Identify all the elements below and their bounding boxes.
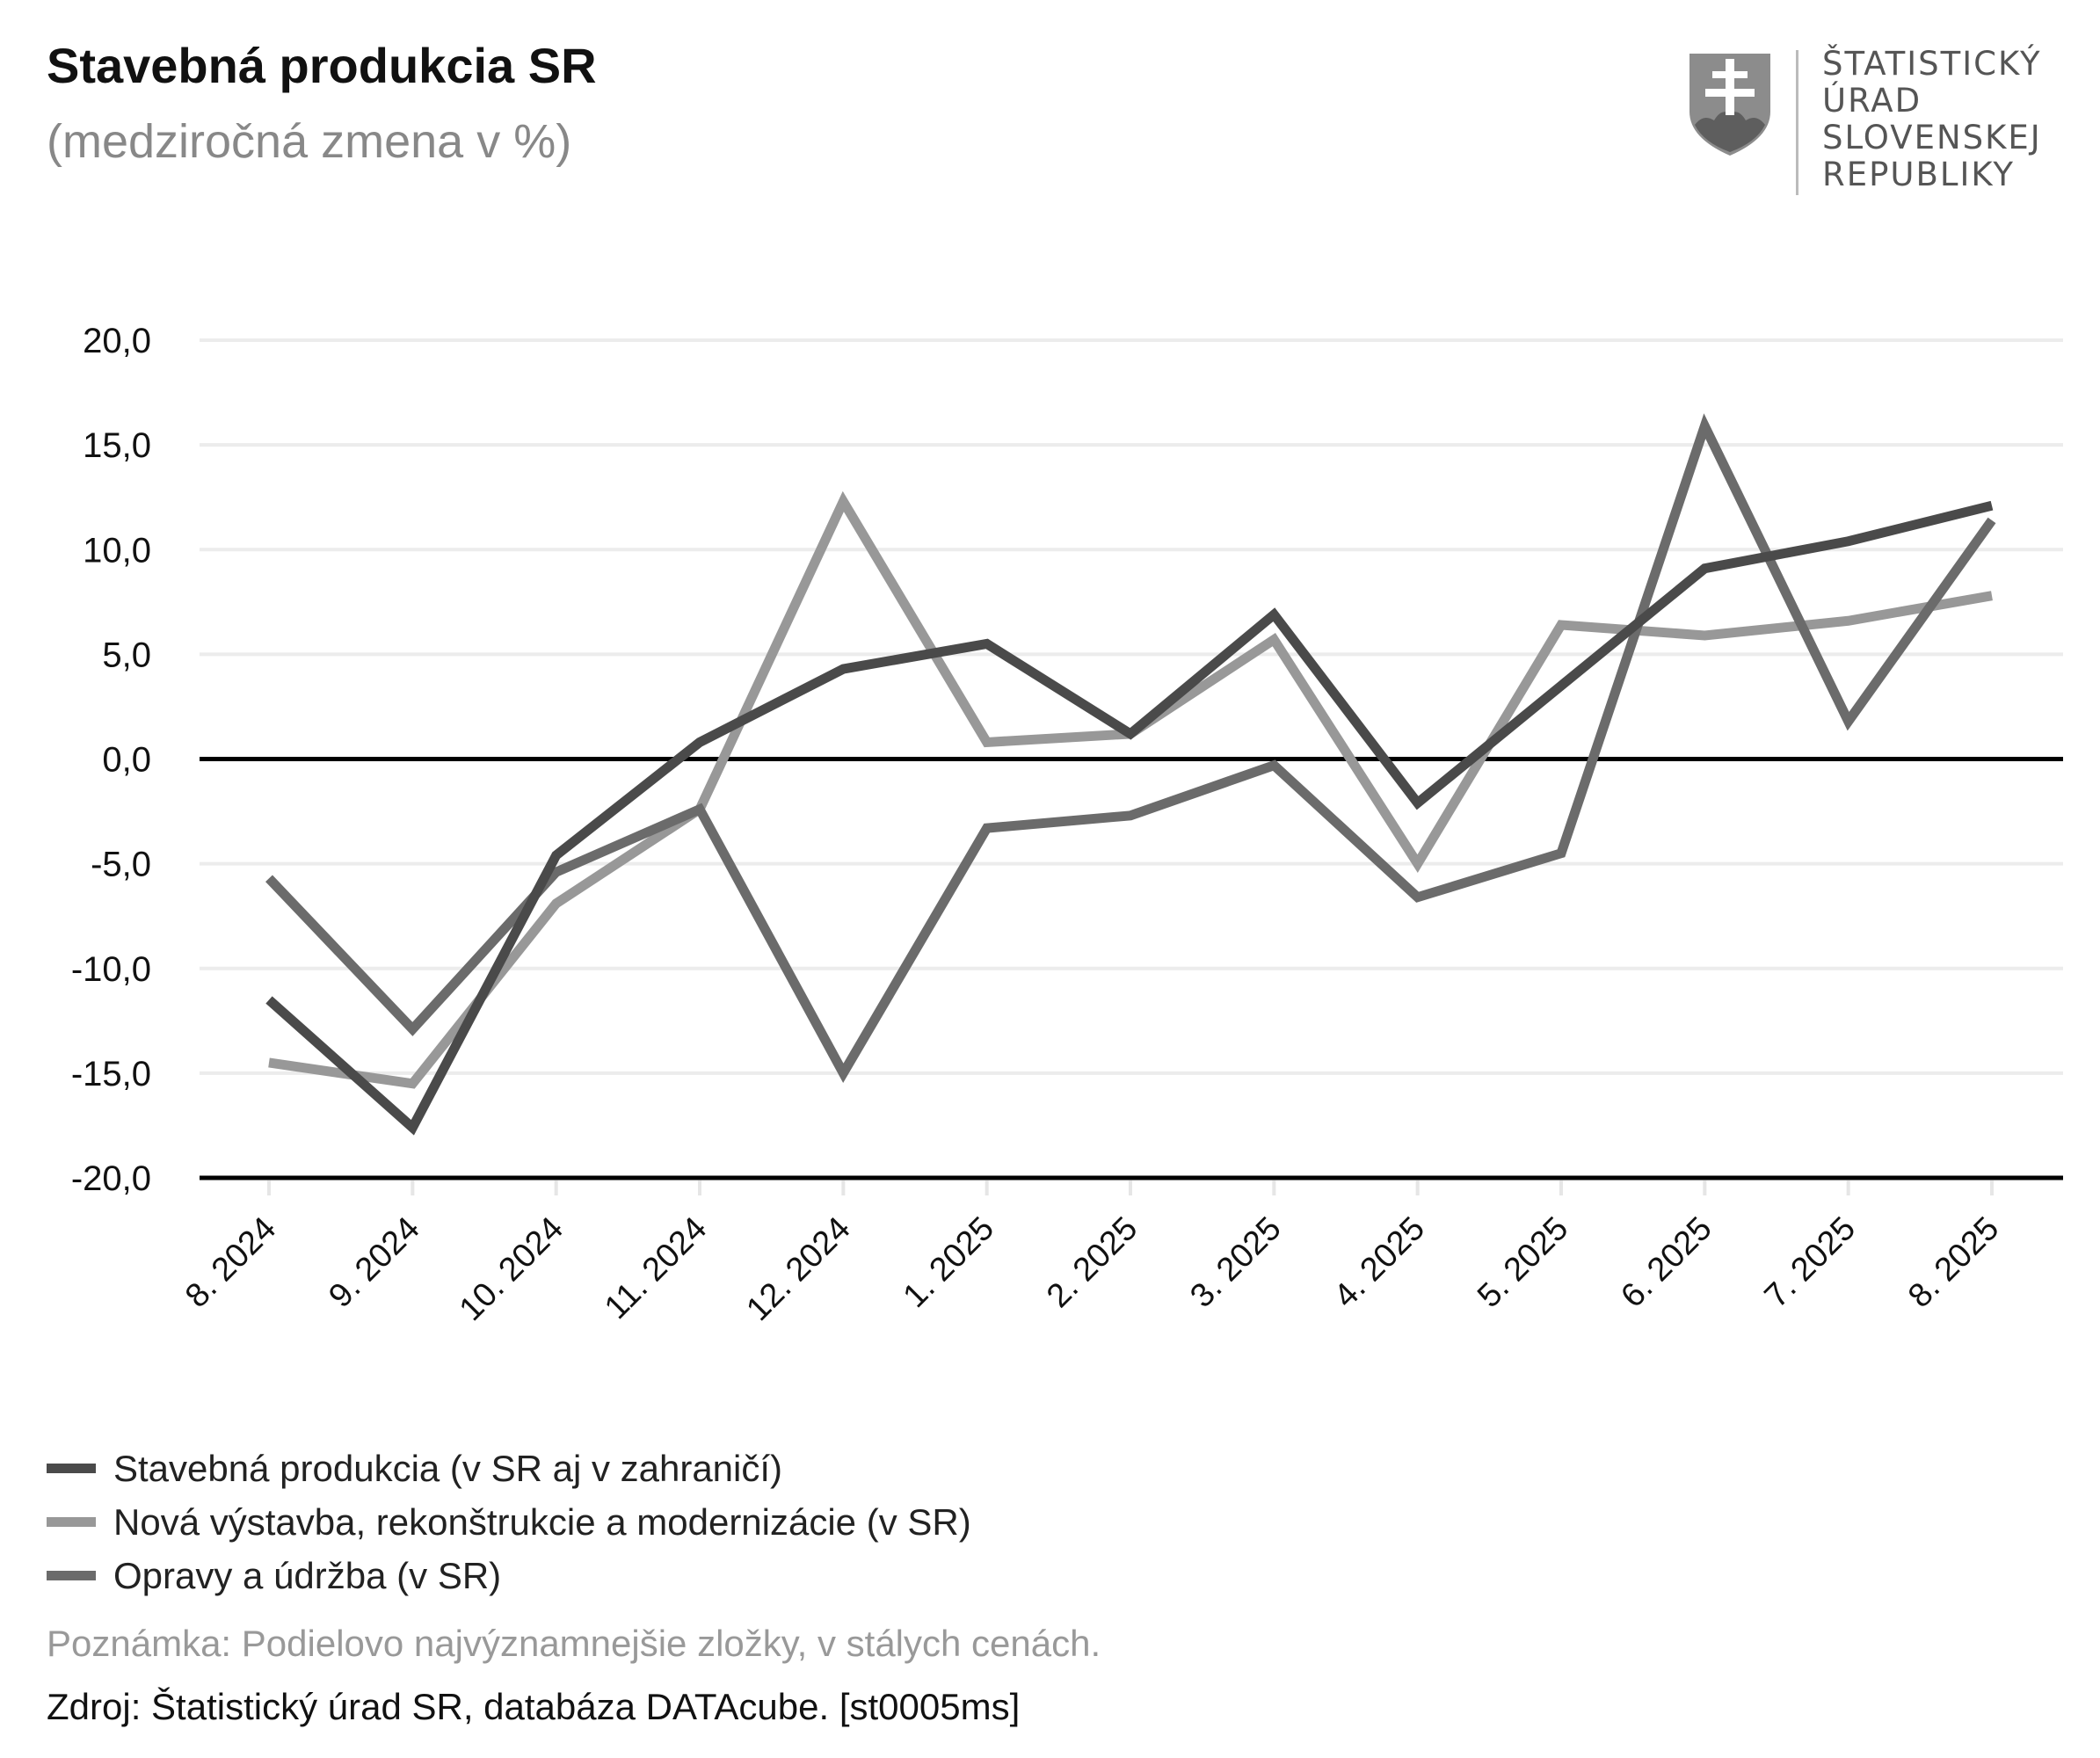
x-tick-label: 3. 2025: [1183, 1210, 1288, 1315]
series-line: [265, 413, 1996, 1084]
x-tick-label: 4. 2025: [1327, 1210, 1432, 1315]
legend-swatch: [47, 1464, 96, 1473]
legend-label: Opravy a údržba (v SR): [113, 1554, 502, 1596]
x-tick-label: 7. 2025: [1758, 1210, 1863, 1315]
line-chart: 20,0 15,0 10,0 5,0 0,0 -5,0 -10,0 -15,0 -20,0 8. …: [71, 322, 2063, 1328]
chart-subtitle: (medziročná zmena v %): [47, 115, 572, 168]
logo-line: REPUBLIKY: [1822, 156, 2015, 193]
legend-label: Stavebná produkcia (v SR aj v zahraničí): [113, 1447, 783, 1489]
y-tick-label: 0,0: [102, 741, 151, 780]
x-tick-label: 6. 2025: [1614, 1210, 1719, 1315]
logo-line: ÚRAD: [1822, 82, 1922, 120]
y-tick-label: -5,0: [91, 846, 151, 884]
statistical-office-logo: ŠTATISTICKÝ ÚRAD SLOVENSKEJ REPUBLIKY: [1686, 46, 2055, 200]
logo-text: ŠTATISTICKÝ ÚRAD SLOVENSKEJ REPUBLIKY: [1822, 46, 2042, 193]
legend-label: Nová výstavba, rekonštrukcie a modernizá…: [113, 1500, 971, 1543]
legend-swatch: [47, 1517, 96, 1527]
logo-line: ŠTATISTICKÝ: [1822, 45, 2042, 83]
chart-title: Stavebná produkcia SR: [47, 38, 597, 93]
x-tick-label: 8. 2024: [178, 1210, 283, 1315]
y-tick-label: 10,0: [83, 531, 151, 570]
legend-swatch: [47, 1571, 96, 1580]
x-tick-label: 8. 2025: [1901, 1210, 2006, 1315]
logo-divider: [1796, 50, 1798, 195]
legend-item: Stavebná produkcia (v SR aj v zahraničí): [47, 1442, 971, 1495]
y-tick-label: 20,0: [83, 322, 151, 360]
chart-note: Poznámka: Podielovo najvýznamnejšie zlož…: [47, 1623, 1101, 1664]
x-tick-label: 9. 2024: [322, 1210, 426, 1315]
x-tick-label: 11. 2024: [598, 1210, 714, 1326]
legend: Stavebná produkcia (v SR aj v zahraničí)…: [47, 1442, 971, 1602]
y-tick-label: 5,0: [102, 636, 151, 674]
y-tick-label: -15,0: [71, 1055, 151, 1093]
x-tick-label: 5. 2025: [1471, 1210, 1575, 1315]
x-tick-label: 10. 2024: [453, 1210, 570, 1328]
y-tick-label: -10,0: [71, 950, 151, 989]
series-line: [268, 490, 1993, 1089]
chart-source: Zdroj: Štatistický úrad SR, databáza DAT…: [47, 1686, 1021, 1727]
y-tick-label: 15,0: [83, 426, 151, 465]
y-tick-label: -20,0: [71, 1159, 151, 1198]
x-tick-label: 1. 2025: [897, 1210, 1001, 1315]
legend-item: Nová výstavba, rekonštrukcie a modernizá…: [47, 1495, 971, 1549]
logo-line: SLOVENSKEJ: [1822, 119, 2042, 156]
x-tick-label: 12. 2024: [739, 1210, 857, 1328]
legend-item: Opravy a údržba (v SR): [47, 1549, 971, 1602]
x-tick-label: 2. 2025: [1040, 1210, 1144, 1315]
slovak-coat-of-arms-icon: [1689, 54, 1770, 156]
